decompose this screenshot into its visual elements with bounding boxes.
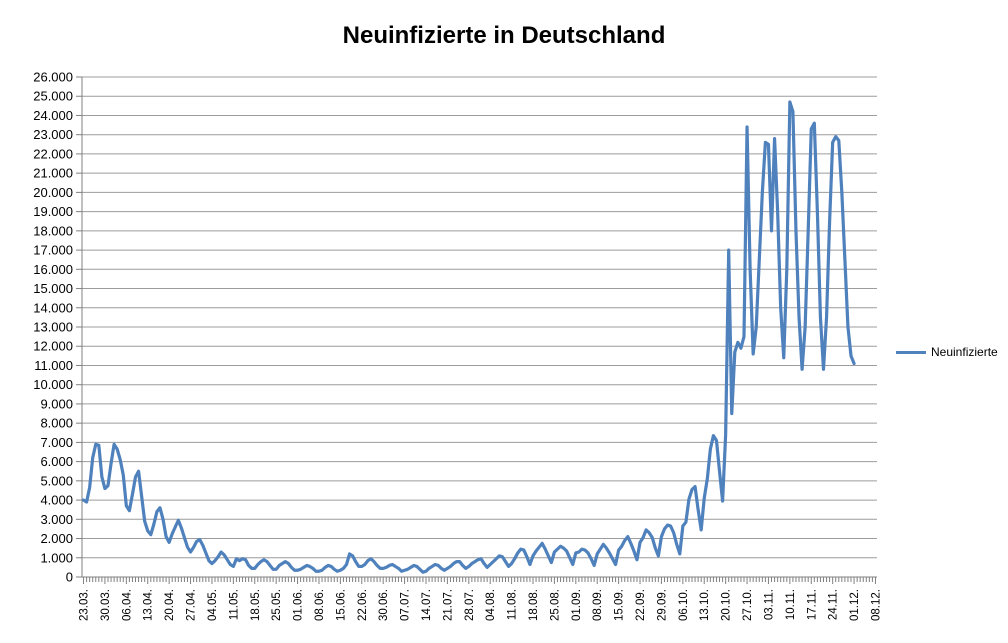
- x-tick-label: 04.08.: [485, 589, 497, 621]
- y-tick-label: 1.000: [40, 550, 73, 565]
- y-tick-label: 26.000: [33, 70, 73, 85]
- y-tick-label: 13.000: [33, 320, 73, 335]
- chart-title: Neuinfizierte in Deutschland: [342, 22, 666, 49]
- x-tick-label: 25.05.: [271, 589, 283, 621]
- y-tick-label: 11.000: [34, 358, 73, 373]
- y-tick-label: 3.000: [40, 512, 73, 527]
- x-tick-label: 13.04.: [143, 589, 155, 621]
- y-tick-label: 17.000: [33, 243, 73, 258]
- x-tick-label: 01.09.: [571, 589, 583, 621]
- legend-line-swatch: [896, 350, 926, 354]
- y-tick-label: 22.000: [33, 146, 73, 161]
- y-tick-label: 18.000: [33, 223, 73, 238]
- x-tick-label: 08.06.: [314, 589, 326, 621]
- x-tick-label: 18.08.: [528, 589, 540, 621]
- y-tick-label: 4.000: [40, 493, 73, 508]
- x-tick-label: 29.09.: [656, 589, 668, 621]
- y-tick-label: 5.000: [40, 473, 73, 488]
- x-tick-label: 21.07.: [442, 589, 454, 621]
- y-tick-label: 21.000: [33, 166, 73, 181]
- x-tick-label: 20.10.: [721, 589, 733, 621]
- x-tick-label: 30.06.: [378, 589, 390, 621]
- x-tick-label: 15.06.: [335, 589, 347, 621]
- y-tick-label: 14.000: [33, 300, 73, 315]
- x-tick-label: 22.06.: [357, 589, 369, 621]
- y-tick-label: 20.000: [33, 185, 73, 200]
- x-tick-label: 07.07.: [400, 589, 412, 621]
- x-tick-label: 22.09.: [635, 589, 647, 621]
- x-tick-label: 11.05.: [228, 589, 240, 620]
- x-tick-label: 01.12.: [849, 589, 861, 621]
- y-tick-label: 9.000: [40, 396, 73, 411]
- x-tick-label: 13.10.: [699, 589, 711, 621]
- y-tick-label: 24.000: [33, 108, 73, 123]
- legend: Neuinfizierte: [896, 345, 998, 359]
- x-tick-label: 11.08.: [507, 589, 519, 620]
- x-tick-label: 25.08.: [549, 589, 561, 621]
- x-tick-label: 27.04.: [186, 589, 198, 621]
- x-tick-label: 04.05.: [207, 589, 219, 621]
- y-tick-label: 7.000: [40, 435, 73, 450]
- y-tick-label: 12.000: [33, 339, 73, 354]
- x-tick-label: 06.04.: [121, 589, 133, 621]
- x-tick-label: 17.11.: [806, 589, 818, 620]
- x-tick-label: 18.05.: [250, 589, 262, 621]
- y-tick-label: 23.000: [33, 127, 73, 142]
- y-tick-label: 16.000: [33, 262, 73, 277]
- legend-label: Neuinfizierte: [931, 345, 998, 359]
- y-tick-label: 19.000: [33, 204, 73, 219]
- x-tick-label: 28.07.: [464, 589, 476, 621]
- x-tick-label: 10.11.: [785, 589, 797, 620]
- x-tick-label: 15.09.: [614, 589, 626, 621]
- x-tick-label: 30.03.: [100, 589, 112, 621]
- y-tick-label: 10.000: [33, 377, 73, 392]
- y-tick-label: 25.000: [33, 89, 73, 104]
- x-tick-label: 01.06.: [293, 589, 305, 621]
- y-tick-label: 2.000: [40, 531, 73, 546]
- y-tick-label: 0: [66, 570, 73, 585]
- y-tick-label: 8.000: [40, 416, 73, 431]
- x-tick-label: 08.12.: [870, 589, 882, 621]
- series-line-neuinfizierte: [81, 100, 856, 574]
- x-tick-label: 06.10.: [678, 589, 690, 621]
- x-tick-label: 14.07.: [421, 589, 433, 621]
- x-tick-label: 23.03.: [79, 589, 91, 621]
- x-tick-label: 08.09.: [592, 589, 604, 621]
- x-tick-label: 27.10.: [742, 589, 754, 621]
- x-tick-label: 03.11.: [763, 589, 775, 620]
- x-tick-label: 24.11.: [828, 589, 840, 620]
- y-tick-label: 6.000: [40, 454, 73, 469]
- x-tick-label: 20.04.: [164, 589, 176, 621]
- y-tick-label: 15.000: [33, 281, 73, 296]
